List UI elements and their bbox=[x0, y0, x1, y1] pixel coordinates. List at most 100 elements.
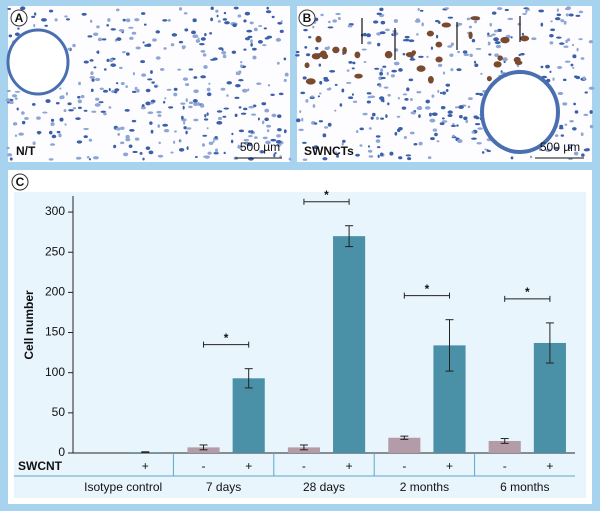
tissue-cell bbox=[6, 153, 13, 157]
tissue-cell bbox=[216, 110, 223, 113]
tissue-cell bbox=[200, 103, 205, 108]
tissue-cell bbox=[155, 30, 160, 34]
tissue-cell bbox=[493, 29, 498, 33]
tissue-cell bbox=[318, 92, 322, 95]
tissue-cell bbox=[195, 39, 201, 43]
tissue-cell bbox=[200, 75, 207, 79]
tissue-cell bbox=[230, 139, 234, 144]
tissue-cell bbox=[276, 134, 281, 138]
tissue-cell bbox=[329, 70, 336, 73]
tissue-cell bbox=[305, 99, 309, 103]
tissue-cell bbox=[376, 42, 381, 47]
tissue-cell bbox=[322, 133, 327, 138]
tissue-cell bbox=[158, 141, 161, 145]
tissue-cell bbox=[145, 88, 151, 93]
tissue-cell bbox=[120, 141, 125, 145]
tissue-cell bbox=[355, 129, 359, 134]
tissue-cell bbox=[215, 148, 218, 153]
tissue-cell bbox=[465, 119, 469, 124]
tissue-cell bbox=[163, 100, 166, 104]
tissue-cell bbox=[576, 47, 579, 52]
significance-bracket bbox=[203, 341, 250, 348]
tissue-cell bbox=[257, 40, 263, 44]
tissue-cell bbox=[97, 37, 103, 42]
tissue-cell bbox=[248, 105, 255, 109]
tissue-cell bbox=[185, 83, 190, 87]
tissue-cell bbox=[157, 124, 161, 128]
tissue-cell bbox=[193, 102, 199, 107]
tissue-cell bbox=[385, 28, 390, 32]
tissue-cell bbox=[114, 88, 120, 92]
panel-label: SWNCTs bbox=[304, 144, 354, 158]
tissue-cell bbox=[144, 44, 150, 47]
tissue-cell bbox=[572, 66, 575, 69]
tissue-cell bbox=[238, 79, 244, 82]
tissue-cell bbox=[522, 12, 527, 16]
tissue-cell bbox=[279, 29, 284, 33]
tissue-cell bbox=[474, 20, 477, 24]
tissue-cell bbox=[253, 27, 258, 32]
tissue-cell bbox=[318, 63, 322, 67]
airway bbox=[480, 70, 560, 154]
series-sublabel: + bbox=[346, 459, 353, 473]
tissue-cell bbox=[157, 114, 162, 117]
tissue-cell bbox=[557, 91, 564, 96]
stained-cell bbox=[354, 51, 361, 59]
tissue-cell bbox=[120, 81, 125, 86]
tissue-cell bbox=[308, 35, 312, 39]
tissue-cell bbox=[258, 24, 263, 27]
tissue-cell bbox=[298, 128, 304, 132]
tissue-cell bbox=[402, 93, 408, 96]
tissue-cell bbox=[132, 72, 136, 76]
tissue-cell bbox=[507, 17, 514, 21]
tissue-cell bbox=[223, 151, 226, 155]
y-tick-label: 200 bbox=[45, 285, 65, 299]
tissue-cell bbox=[216, 120, 223, 125]
tissue-cell bbox=[96, 25, 100, 29]
tissue-cell bbox=[200, 37, 206, 41]
tissue-cell bbox=[108, 88, 111, 92]
tissue-cell bbox=[14, 32, 20, 37]
tissue-cell bbox=[124, 109, 130, 112]
tissue-cell bbox=[206, 112, 209, 116]
tissue-cell bbox=[54, 18, 58, 22]
tissue-cell bbox=[203, 155, 209, 158]
tissue-cell bbox=[115, 82, 119, 85]
tissue-cell bbox=[580, 132, 584, 136]
x-tick-label: 7 days bbox=[206, 480, 241, 494]
tissue-cell bbox=[67, 47, 71, 51]
tissue-cell bbox=[9, 157, 13, 161]
tissue-cell bbox=[166, 88, 172, 91]
tissue-cell bbox=[284, 72, 289, 77]
tissue-cell bbox=[319, 80, 323, 85]
tissue-cell bbox=[367, 41, 372, 45]
tissue-cell bbox=[502, 57, 508, 62]
tissue-cell bbox=[204, 114, 207, 118]
tissue-cell bbox=[404, 38, 410, 42]
tissue-cell bbox=[583, 113, 589, 117]
tissue-cell bbox=[254, 136, 258, 139]
tissue-cell bbox=[125, 137, 131, 142]
tissue-cell bbox=[33, 12, 37, 16]
tissue-cell bbox=[167, 18, 171, 22]
tissue-cell bbox=[574, 110, 579, 114]
tissue-cell bbox=[562, 102, 568, 106]
tissue-cell bbox=[271, 113, 277, 118]
tissue-cell bbox=[529, 155, 533, 159]
tissue-cell bbox=[407, 157, 412, 161]
tissue-cell bbox=[261, 102, 267, 106]
stained-cell bbox=[354, 73, 363, 79]
tissue-cell bbox=[83, 127, 89, 131]
tissue-cell bbox=[496, 7, 503, 11]
tissue-cell bbox=[493, 37, 499, 42]
tissue-cell bbox=[550, 20, 553, 23]
bar bbox=[232, 378, 265, 453]
tissue-cell bbox=[63, 109, 67, 113]
tissue-cell bbox=[64, 15, 68, 18]
stained-cell bbox=[305, 78, 316, 85]
tissue-cell bbox=[578, 38, 583, 41]
tissue-cell bbox=[174, 130, 177, 133]
tissue-cell bbox=[235, 71, 238, 76]
tissue-cell bbox=[184, 28, 189, 32]
tissue-cell bbox=[314, 17, 319, 22]
